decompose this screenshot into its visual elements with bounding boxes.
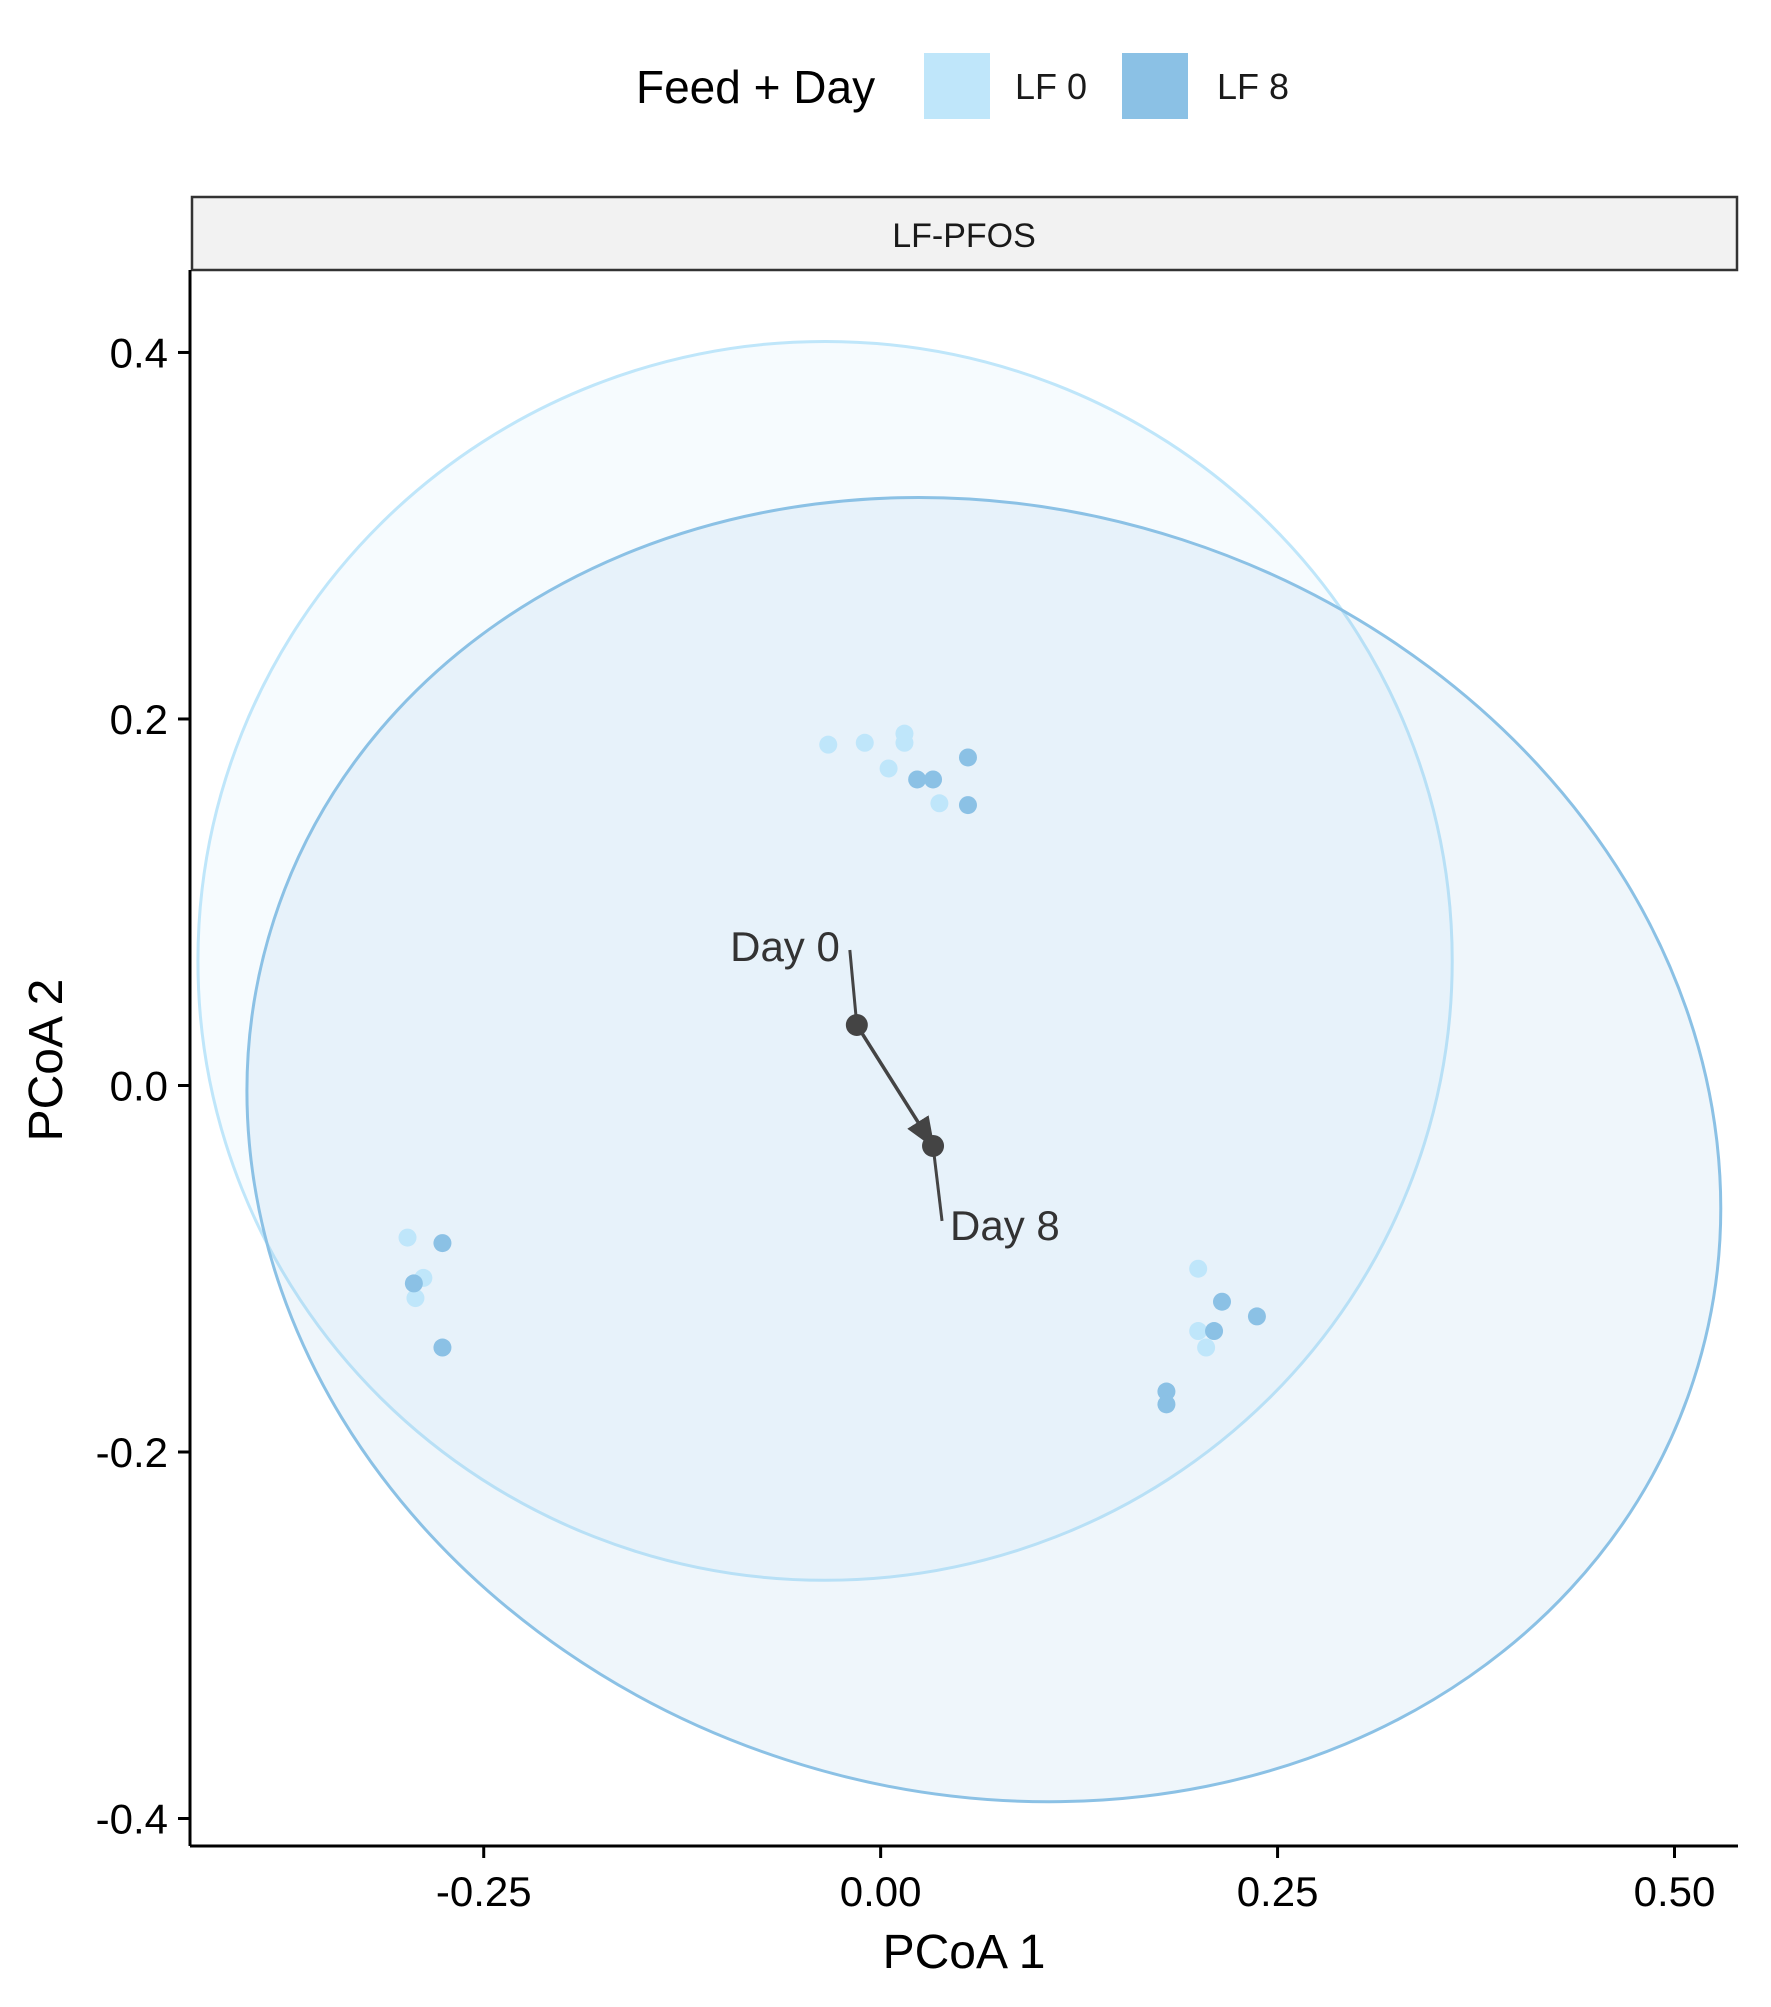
data-point-lf0 xyxy=(930,794,949,813)
annotation-day8: Day 8 xyxy=(950,1202,1060,1249)
data-point-lf8 xyxy=(1205,1322,1224,1341)
data-point-lf8 xyxy=(924,770,943,789)
x-axis-title: PCoA 1 xyxy=(883,1926,1046,1979)
day0-leader-line xyxy=(848,949,859,1026)
y-tick-label: -0.2 xyxy=(96,1429,168,1476)
y-tick-label: 0.0 xyxy=(110,1062,168,1109)
facet-strip: LF-PFOS xyxy=(190,195,1739,272)
x-tick-label: -0.25 xyxy=(436,1868,532,1915)
data-point-lf8 xyxy=(958,748,977,767)
data-point-lf8 xyxy=(433,1338,452,1357)
ellipse-lf0 xyxy=(196,339,1454,1582)
ellipse-layer xyxy=(196,339,1723,1804)
data-point-lf8 xyxy=(958,796,977,815)
data-point-lf0 xyxy=(855,733,874,752)
legend-title: Feed + Day xyxy=(636,61,875,113)
data-point-lf0 xyxy=(1197,1338,1216,1357)
data-point-lf0 xyxy=(406,1289,425,1308)
data-point-lf0 xyxy=(895,733,914,752)
data-point-lf0 xyxy=(1189,1322,1208,1341)
legend-label-lf8: LF 8 xyxy=(1217,66,1289,107)
x-tick-label: 0.25 xyxy=(1237,1868,1319,1915)
facet-strip-box xyxy=(190,195,1739,272)
day8-leader-line xyxy=(931,1145,944,1222)
ellipse-lf8 xyxy=(245,495,1723,1804)
data-point-lf8 xyxy=(1213,1292,1231,1311)
y-tick-label: -0.4 xyxy=(96,1796,168,1843)
axes xyxy=(188,270,1738,1848)
centroid-arrow xyxy=(855,1024,935,1149)
data-point-lf0 xyxy=(879,759,898,778)
facet-strip-label: LF-PFOS xyxy=(892,217,1036,255)
legend: Feed + Day LF 0 LF 8 xyxy=(636,53,1289,119)
legend-label-lf0: LF 0 xyxy=(1015,66,1087,107)
data-point-lf0 xyxy=(1189,1259,1208,1278)
y-tick-label: 0.2 xyxy=(110,696,168,743)
legend-key-lf8 xyxy=(1122,53,1188,119)
data-point-lf0 xyxy=(398,1228,417,1247)
point-layer xyxy=(398,724,1266,1414)
data-point-lf0 xyxy=(819,735,838,754)
data-point-lf8 xyxy=(433,1234,452,1253)
data-point-lf8 xyxy=(908,770,927,789)
data-point-lf8 xyxy=(1157,1382,1176,1401)
x-tick-label: 0.00 xyxy=(840,1868,922,1915)
annotation-day0: Day 0 xyxy=(730,923,840,970)
centroid-day8 xyxy=(922,1134,945,1157)
centroid-path-layer: Day 0 Day 8 xyxy=(730,923,1060,1249)
centroid-day0 xyxy=(845,1014,868,1037)
data-point-lf8 xyxy=(1157,1395,1176,1414)
y-axis-title: PCoA 2 xyxy=(20,979,73,1142)
data-point-lf8 xyxy=(1247,1307,1266,1326)
legend-key-lf0 xyxy=(924,53,990,119)
y-tick-label: 0.4 xyxy=(110,329,168,376)
x-tick-label: 0.50 xyxy=(1634,1868,1716,1915)
axis-ticks: -0.25 0.00 0.25 0.50 0.4 0.2 0.0 -0.2 -0.4 xyxy=(96,329,1716,1915)
data-point-lf8 xyxy=(404,1274,423,1293)
